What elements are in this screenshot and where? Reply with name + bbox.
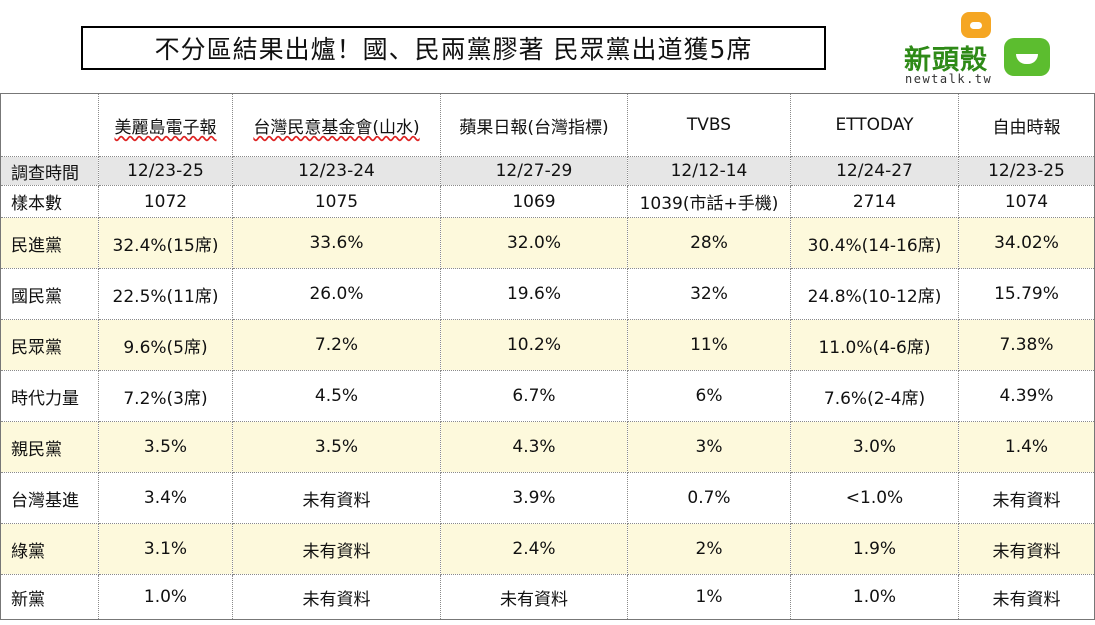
row-label: 民眾黨 xyxy=(0,319,99,371)
source-header: 台灣民意基金會(山水) xyxy=(232,93,441,157)
table-cell: 12/12-14 xyxy=(627,156,791,186)
table-cell: 1.9% xyxy=(790,523,959,575)
table-cell: 未有資料 xyxy=(232,574,441,620)
table-row: 國民黨 22.5%(11席) 26.0% 19.6% 32% 24.8%(10-… xyxy=(0,268,1095,320)
row-label: 時代力量 xyxy=(0,370,99,422)
green-speech-bubble-icon xyxy=(1004,38,1050,76)
table-cell: 未有資料 xyxy=(958,472,1095,524)
table-cell: 12/24-27 xyxy=(790,156,959,186)
table-cell: 32.4%(15席) xyxy=(98,217,233,269)
table-cell: 28% xyxy=(627,217,791,269)
table-cell: 4.3% xyxy=(440,421,628,473)
table-cell: 4.39% xyxy=(958,370,1095,422)
table-cell: 32.0% xyxy=(440,217,628,269)
table-cell: 7.2% xyxy=(232,319,441,371)
table-cell: 未有資料 xyxy=(232,472,441,524)
table-cell: 3% xyxy=(627,421,791,473)
row-label: 民進黨 xyxy=(0,217,99,269)
table-cell: 6% xyxy=(627,370,791,422)
table-cell: 1039(市話+手機) xyxy=(627,185,791,218)
table-cell: 2714 xyxy=(790,185,959,218)
table-cell: 11.0%(4-6席) xyxy=(790,319,959,371)
table-cell: 24.8%(10-12席) xyxy=(790,268,959,320)
source-header: 自由時報 xyxy=(958,93,1095,157)
page-title: 不分區結果出爐！國、民兩黨膠著 民眾黨出道獲5席 xyxy=(81,26,826,70)
newtalk-logo: 新頭殼 newtalk.tw xyxy=(900,8,1060,88)
table-cell: 0.7% xyxy=(627,472,791,524)
table-row: 樣本數 1072 1075 1069 1039(市話+手機) 2714 1074 xyxy=(0,185,1095,218)
table-cell: 3.5% xyxy=(232,421,441,473)
table-row: 親民黨 3.5% 3.5% 4.3% 3% 3.0% 1.4% xyxy=(0,421,1095,473)
table-cell: 22.5%(11席) xyxy=(98,268,233,320)
table-cell: 6.7% xyxy=(440,370,628,422)
table-cell: 12/23-24 xyxy=(232,156,441,186)
table-cell: 3.1% xyxy=(98,523,233,575)
table-cell: 1075 xyxy=(232,185,441,218)
source-header: 蘋果日報(台灣指標) xyxy=(440,93,628,157)
table-cell: 1.4% xyxy=(958,421,1095,473)
table-cell: 33.6% xyxy=(232,217,441,269)
source-header: 美麗島電子報 xyxy=(98,93,233,157)
table-cell: 7.2%(3席) xyxy=(98,370,233,422)
table-cell: 12/23-25 xyxy=(958,156,1095,186)
table-row: 民進黨 32.4%(15席) 33.6% 32.0% 28% 30.4%(14-… xyxy=(0,217,1095,269)
table-row: 民眾黨 9.6%(5席) 7.2% 10.2% 11% 11.0%(4-6席) … xyxy=(0,319,1095,371)
logo-name-cn: 新頭殼 xyxy=(904,45,988,76)
source-header: ETTODAY xyxy=(790,93,959,157)
table-cell: 12/23-25 xyxy=(98,156,233,186)
table-cell: 11% xyxy=(627,319,791,371)
table-cell: 32% xyxy=(627,268,791,320)
table-cell: 3.9% xyxy=(440,472,628,524)
table-cell: 9.6%(5席) xyxy=(98,319,233,371)
table-cell: <1.0% xyxy=(790,472,959,524)
row-label: 調查時間 xyxy=(0,156,99,186)
table-cell: 26.0% xyxy=(232,268,441,320)
table-cell: 4.5% xyxy=(232,370,441,422)
row-label: 台灣基進 xyxy=(0,472,99,524)
row-label: 國民黨 xyxy=(0,268,99,320)
orange-speech-bubble-icon xyxy=(961,12,991,38)
row-label: 綠黨 xyxy=(0,523,99,575)
table-cell: 1.0% xyxy=(790,574,959,620)
table-row: 綠黨 3.1% 未有資料 2.4% 2% 1.9% 未有資料 xyxy=(0,523,1095,575)
row-label: 樣本數 xyxy=(0,185,99,218)
table-cell: 7.38% xyxy=(958,319,1095,371)
row-label: 親民黨 xyxy=(0,421,99,473)
table-row: 調查時間 12/23-25 12/23-24 12/27-29 12/12-14… xyxy=(0,156,1095,186)
poll-table: 美麗島電子報 台灣民意基金會(山水) 蘋果日報(台灣指標) TVBS ETTOD… xyxy=(0,93,1095,620)
table-cell: 7.6%(2-4席) xyxy=(790,370,959,422)
table-cell: 1074 xyxy=(958,185,1095,218)
source-header: TVBS xyxy=(627,93,791,157)
table-cell: 34.02% xyxy=(958,217,1095,269)
table-cell: 30.4%(14-16席) xyxy=(790,217,959,269)
table-cell: 19.6% xyxy=(440,268,628,320)
table-cell: 3.4% xyxy=(98,472,233,524)
table-cell: 未有資料 xyxy=(958,574,1095,620)
table-cell: 12/27-29 xyxy=(440,156,628,186)
row-label: 新黨 xyxy=(0,574,99,620)
table-cell: 1069 xyxy=(440,185,628,218)
header-corner-cell xyxy=(0,93,99,157)
header: 不分區結果出爐！國、民兩黨膠著 民眾黨出道獲5席 新頭殼 newtalk.tw xyxy=(0,0,1095,92)
table-cell: 3.0% xyxy=(790,421,959,473)
table-cell: 10.2% xyxy=(440,319,628,371)
table-cell: 1% xyxy=(627,574,791,620)
table-cell: 15.79% xyxy=(958,268,1095,320)
table-row: 台灣基進 3.4% 未有資料 3.9% 0.7% <1.0% 未有資料 xyxy=(0,472,1095,524)
table-row: 新黨 1.0% 未有資料 未有資料 1% 1.0% 未有資料 xyxy=(0,574,1095,620)
table-cell: 未有資料 xyxy=(232,523,441,575)
table-row: 時代力量 7.2%(3席) 4.5% 6.7% 6% 7.6%(2-4席) 4.… xyxy=(0,370,1095,422)
table-cell: 1.0% xyxy=(98,574,233,620)
table-cell: 1072 xyxy=(98,185,233,218)
table-cell: 3.5% xyxy=(98,421,233,473)
table-cell: 2% xyxy=(627,523,791,575)
table-header-row: 美麗島電子報 台灣民意基金會(山水) 蘋果日報(台灣指標) TVBS ETTOD… xyxy=(0,93,1095,157)
table-cell: 2.4% xyxy=(440,523,628,575)
table-cell: 未有資料 xyxy=(440,574,628,620)
logo-name-en: newtalk.tw xyxy=(905,72,993,86)
table-cell: 未有資料 xyxy=(958,523,1095,575)
